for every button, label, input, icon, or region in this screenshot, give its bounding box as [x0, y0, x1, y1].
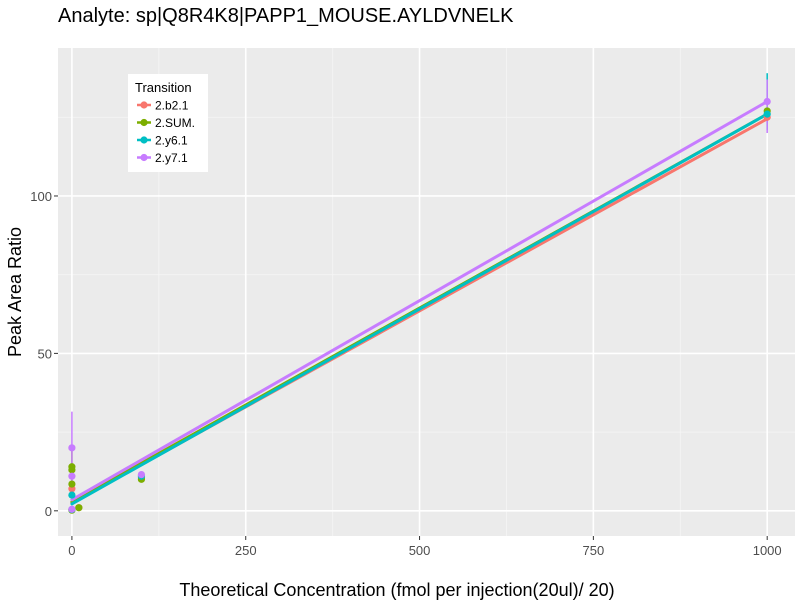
legend-label: 2.SUM.	[155, 116, 195, 130]
x-tick-label: 1000	[753, 543, 782, 558]
legend-label: 2.y7.1	[155, 151, 188, 165]
fit-line	[70, 112, 769, 506]
x-tick-label: 250	[235, 543, 257, 558]
legend-label: 2.y6.1	[155, 134, 188, 148]
legend: Transition 2.b2.1 2.SUM. 2.y6.1 2.y7.1	[128, 74, 208, 172]
data-point	[763, 97, 771, 106]
legend-key-point	[140, 101, 148, 109]
data-point	[68, 505, 76, 513]
data-point	[68, 463, 76, 471]
data-point	[68, 472, 76, 480]
data-point	[75, 504, 83, 512]
data-point	[763, 110, 771, 118]
fit-lines	[70, 100, 769, 506]
data-point	[68, 491, 76, 499]
y-axis-ticks: 0 50 100	[30, 189, 58, 519]
legend-key-point	[140, 118, 148, 127]
legend-label: 2.b2.1	[155, 99, 189, 113]
fit-line	[70, 100, 769, 502]
y-axis-title: Peak Area Ratio	[5, 227, 25, 357]
x-tick-label: 500	[409, 543, 431, 558]
y-tick-label: 0	[45, 504, 52, 519]
data-points	[68, 97, 771, 514]
x-tick-label: 0	[68, 543, 75, 558]
grid-major	[58, 48, 795, 536]
legend-key-point	[140, 153, 148, 162]
legend-items: 2.b2.1 2.SUM. 2.y6.1 2.y7.1	[137, 99, 195, 165]
x-tick-label: 750	[583, 543, 605, 558]
chart-title: Analyte: sp|Q8R4K8|PAPP1_MOUSE.AYLDVNELK	[58, 5, 514, 27]
legend-title: Transition	[135, 80, 192, 95]
data-point	[68, 480, 76, 488]
x-axis-ticks: 0 250 500 750 1000	[68, 536, 782, 558]
y-tick-label: 50	[38, 346, 52, 361]
legend-key-point	[140, 136, 148, 144]
y-tick-label: 100	[30, 189, 52, 204]
data-point	[137, 471, 146, 479]
x-axis-title: Theoretical Concentration (fmol per inje…	[179, 580, 614, 600]
data-point	[68, 444, 76, 452]
